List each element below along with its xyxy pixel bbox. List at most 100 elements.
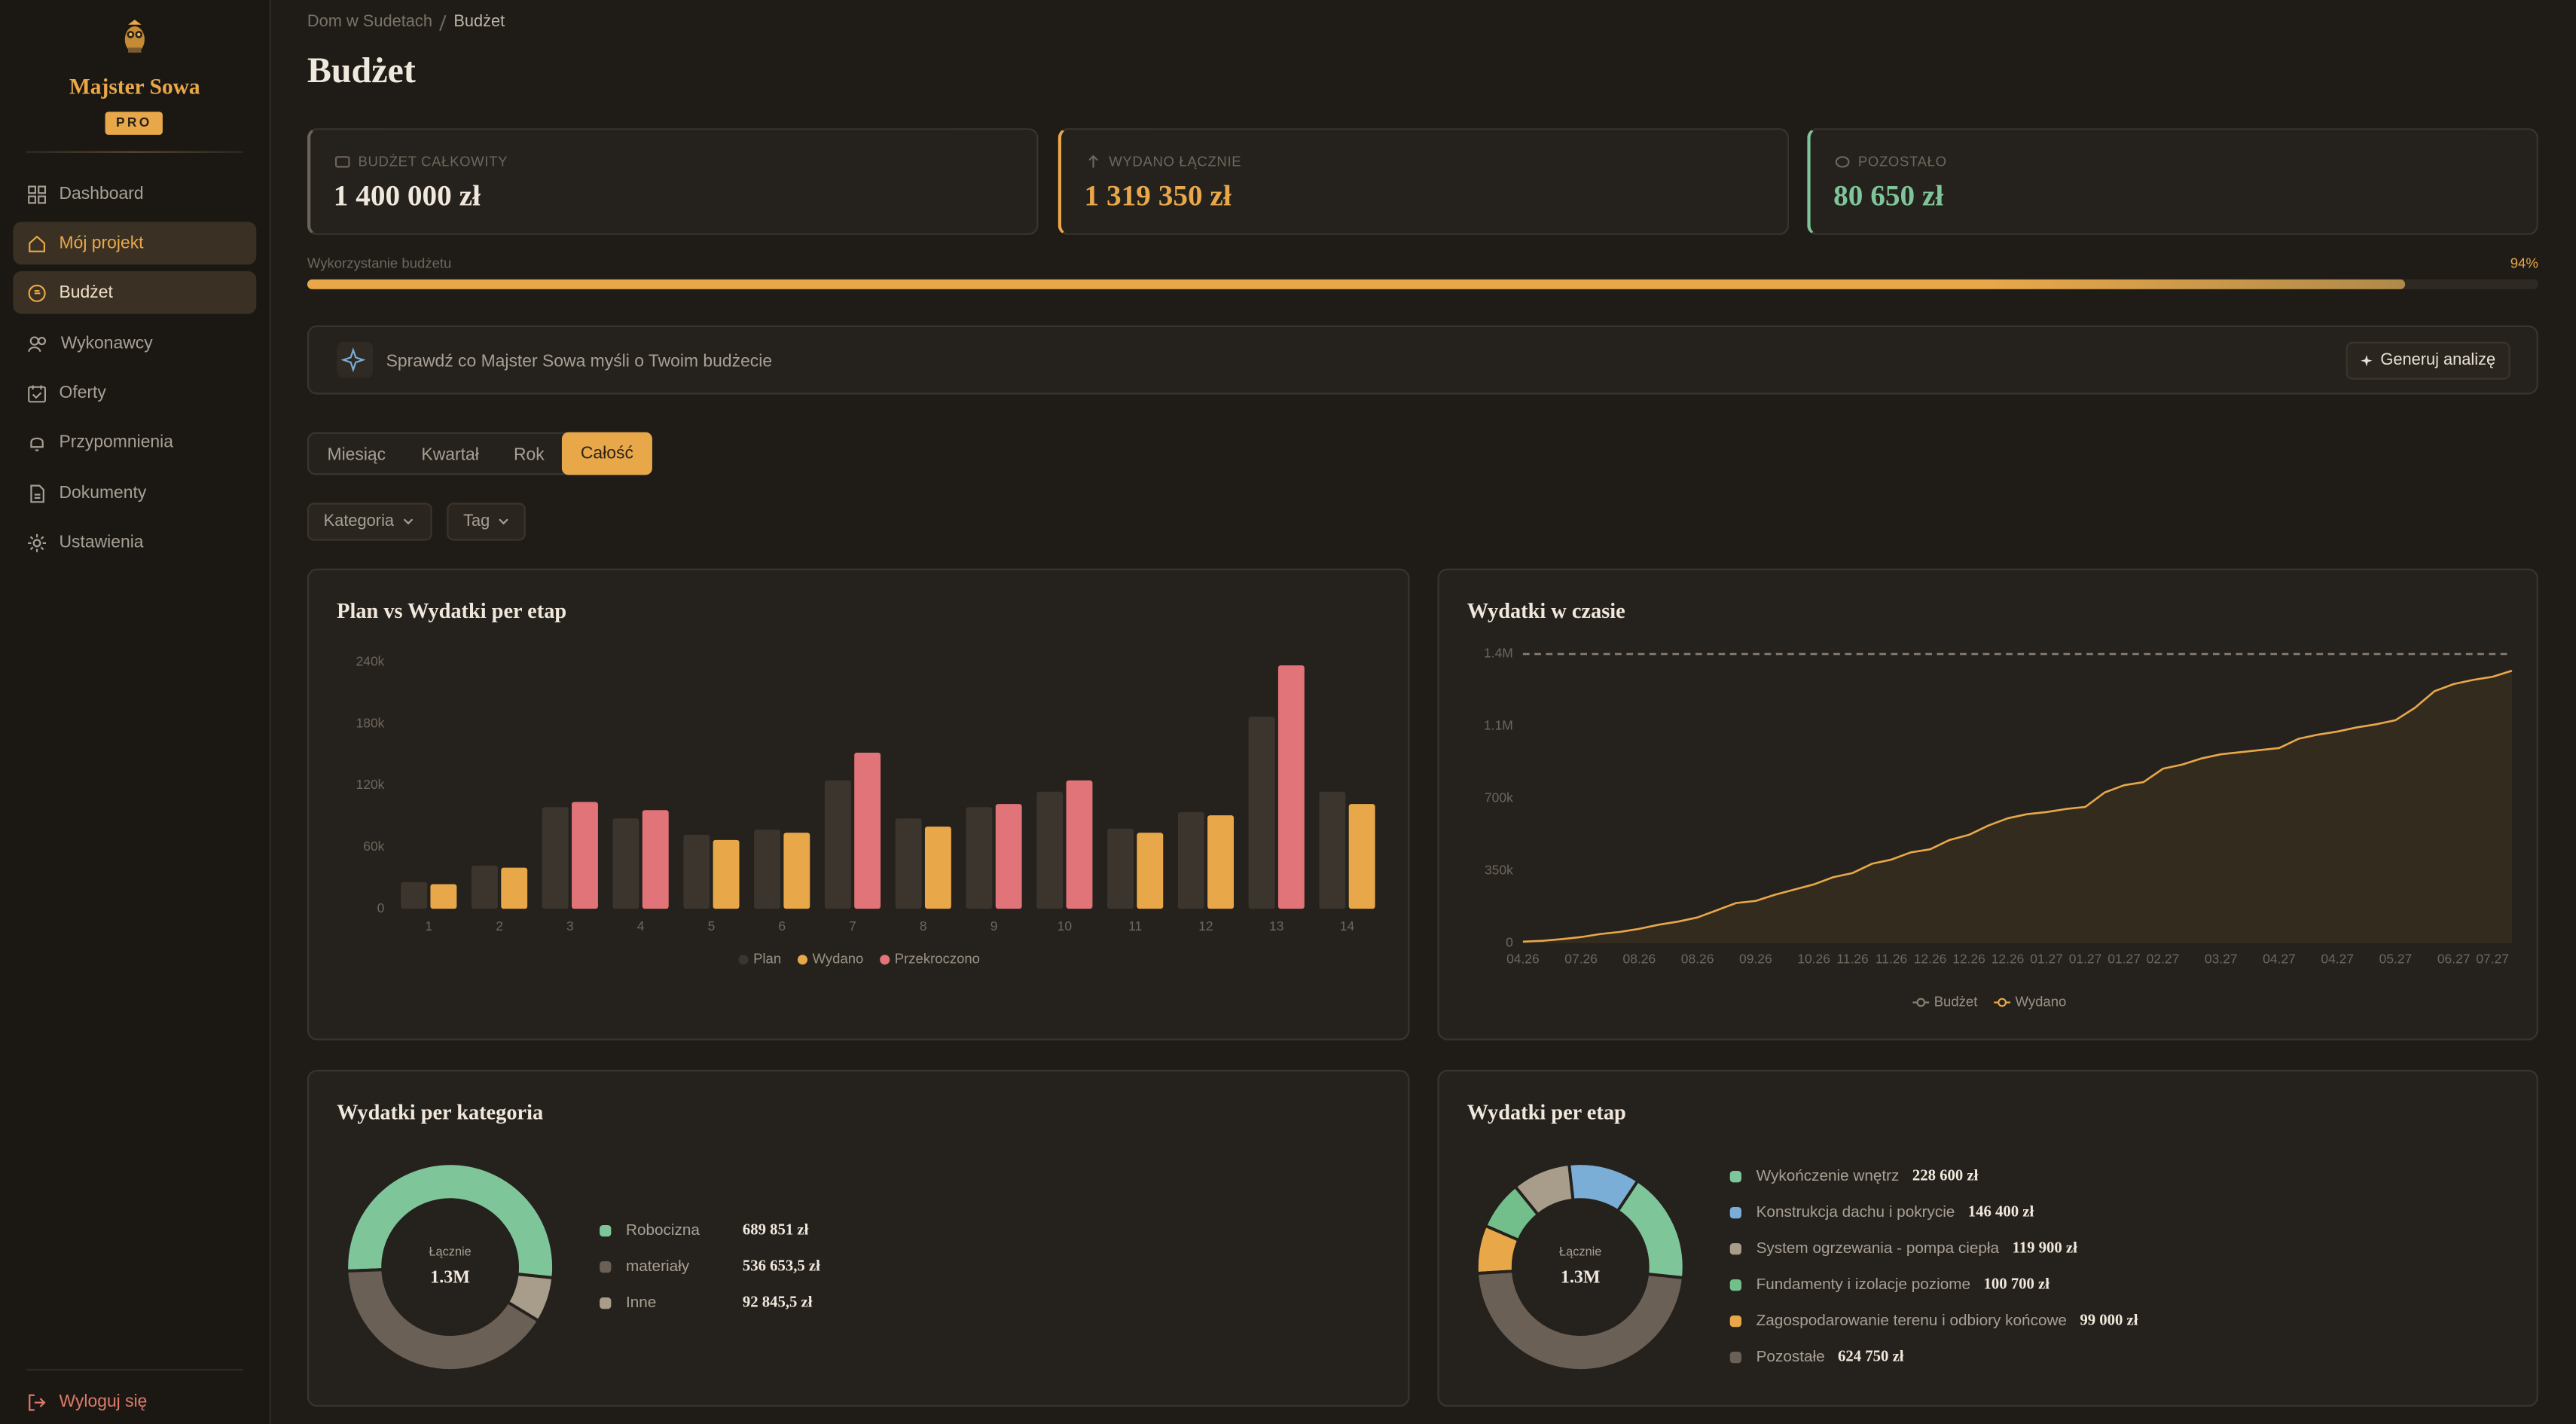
legend-value: 99 000 zł (2080, 1312, 2138, 1328)
donut-segment (505, 1272, 555, 1323)
stat-label: WYDANO ŁĄCZNIE (1109, 152, 1242, 170)
bar (430, 884, 457, 909)
nav-item[interactable]: Ustawienia (13, 521, 256, 564)
bar (966, 807, 993, 909)
legend-swatch (880, 955, 890, 965)
nav-item[interactable]: Oferty (13, 371, 256, 414)
nav-item[interactable]: Wykonawcy (13, 322, 256, 365)
legend-label: Wydano (2016, 993, 2067, 1009)
stat-card: WYDANO ŁĄCZNIE 1 319 350 zł (1058, 128, 1790, 235)
legend-swatch (1729, 1279, 1741, 1291)
stat-value: 1 400 000 zł (333, 179, 481, 212)
x-tick-label: 12 (1198, 918, 1213, 934)
stat-label-row: WYDANO ŁĄCZNIE (1086, 153, 1242, 170)
icon (29, 234, 45, 252)
icon (28, 533, 47, 552)
tab[interactable]: Miesiąc (327, 445, 386, 466)
bar (824, 780, 851, 909)
logout-label: Wyloguj się (59, 1392, 148, 1412)
filter-label: Tag (463, 512, 490, 531)
nav-item[interactable]: Budżet (13, 270, 257, 314)
x-tick-label: 14 (1340, 918, 1355, 934)
x-tick-label: 3 (566, 918, 574, 934)
tab[interactable]: Rok (513, 445, 545, 466)
nav-label: Ustawienia (59, 532, 144, 552)
donut-segment (345, 1162, 555, 1280)
logout[interactable]: Wyloguj się (13, 1380, 256, 1423)
generate-button[interactable]: Generuj analizę (2346, 341, 2510, 380)
breadcrumb-item[interactable]: Dom w Sudetach (307, 13, 432, 32)
x-tick-label: 08.26 (1623, 951, 1656, 966)
button-label: Generuj analizę (2380, 351, 2496, 370)
filter-dropdown[interactable]: Kategoria (307, 503, 432, 541)
legend-label: Konstrukcja dachu i pokrycie (1757, 1203, 1955, 1221)
progress-fill (307, 279, 2405, 289)
tab[interactable]: Kwartał (421, 445, 479, 466)
legend: Plan Wydano Przekroczono (738, 951, 980, 967)
nav-label: Oferty (59, 383, 106, 403)
stat-card: POZOSTAŁO 80 650 zł (1807, 128, 2538, 235)
legend-label: Inne (626, 1294, 656, 1311)
nav-label: Mój projekt (59, 233, 144, 253)
legend-label: materiały (626, 1257, 690, 1275)
brand: Majster Sowa (69, 74, 200, 99)
legend-swatch (600, 1225, 612, 1237)
x-tick-label: 07.26 (1564, 951, 1598, 966)
nav-label: Dashboard (59, 184, 144, 204)
legend-swatch (797, 955, 808, 965)
y-tick-label: 0 (1506, 935, 1513, 950)
legend-label: Robocizna (626, 1221, 700, 1239)
bar (1248, 717, 1275, 909)
filter-dropdown[interactable]: Tag (447, 503, 526, 541)
icon (28, 384, 47, 402)
x-tick-label: 01.27 (2069, 951, 2102, 966)
y-tick-label: 180k (356, 715, 385, 730)
sidebar: Majster Sowa PRO Dashboard Mój projekt B… (0, 0, 271, 1424)
bar (642, 810, 669, 909)
insight-text: Sprawdź co Majster Sowa myśli o Twoim bu… (386, 351, 773, 371)
x-tick-label: 8 (920, 918, 927, 934)
page-title: Budżet (307, 49, 416, 90)
bar (1277, 665, 1305, 909)
y-tick-label: 1.4M (1484, 646, 1513, 661)
x-tick-label: 11.26 (1876, 951, 1907, 966)
bar (683, 835, 710, 909)
icon (30, 484, 44, 503)
stat-card: BUDŻET CAŁKOWITY 1 400 000 zł (307, 128, 1039, 235)
legend-swatch (1916, 998, 1926, 1007)
progress-track (307, 279, 2538, 289)
nav-item[interactable]: Przypomnienia (13, 420, 256, 463)
nav-item[interactable]: Mój projekt (13, 222, 257, 265)
tab[interactable]: Całość (561, 432, 652, 475)
bar (754, 830, 781, 909)
x-tick-label: 04.27 (2321, 951, 2354, 966)
stat-label-row: POZOSTAŁO (1835, 153, 1946, 170)
bar (783, 833, 810, 909)
chart-title: Wydatki per etap (1467, 1101, 1626, 1124)
stat-label: POZOSTAŁO (1857, 152, 1947, 170)
owl-logo (124, 20, 145, 53)
icon (334, 156, 350, 168)
x-tick-label: 9 (990, 918, 998, 934)
nav-item[interactable]: Dashboard (13, 173, 256, 215)
legend-value: 119 900 zł (2013, 1239, 2078, 1256)
donut-segment (1476, 1270, 1686, 1372)
x-tick-label: 7 (849, 918, 856, 934)
y-tick-label: 0 (377, 900, 385, 915)
bar (1348, 804, 1375, 909)
chart: Wydatki per etap Łącznie 1.3M Wykończenie w… (1467, 1101, 2138, 1372)
separator (26, 1368, 243, 1371)
nav-item[interactable]: Dokumenty (13, 472, 256, 515)
filter-label: Kategoria (323, 512, 395, 531)
legend-label: System ogrzewania - pompa ciepła (1757, 1239, 2000, 1257)
x-tick-label: 12.26 (1914, 951, 1947, 966)
icon (1835, 156, 1850, 168)
x-tick-label: 11.26 (1836, 951, 1868, 966)
x-tick-label: 08.26 (1681, 951, 1714, 966)
legend-swatch (1729, 1171, 1741, 1183)
bar (895, 818, 922, 909)
center-value: 1.3M (1561, 1267, 1601, 1287)
legend-label: Pozostałe (1757, 1348, 1825, 1365)
bar (1066, 780, 1093, 909)
